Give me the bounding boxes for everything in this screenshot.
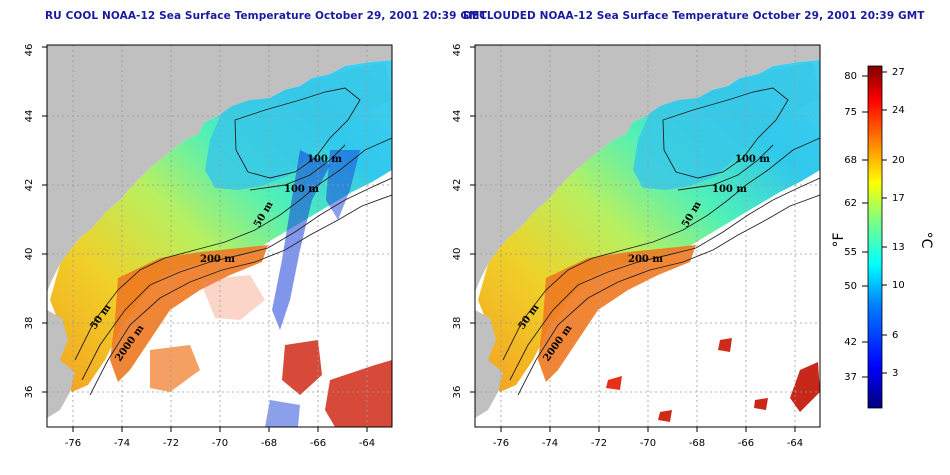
c-tick: 17	[892, 193, 905, 204]
f-tick: 80	[844, 71, 857, 82]
left-lon-tick: -64	[359, 438, 375, 449]
left-lat-tick: 46	[24, 44, 35, 57]
right-lon-tick: -72	[591, 438, 607, 449]
left-bathymetry-contours	[74, 87, 392, 396]
right-lon-tick: -70	[640, 438, 656, 449]
left-lon-tick: -68	[261, 438, 277, 449]
left-grid	[47, 45, 392, 427]
right-lon-tick: -68	[689, 438, 705, 449]
contour-label-100m-a: 100 m	[735, 154, 770, 165]
left-lat-labels: 36 38 40 42 44 46	[24, 44, 35, 399]
left-lat-tick: 42	[24, 179, 35, 192]
right-map: 100 m 100 m 50 m 200 m 50 m 2000 m -76 -…	[452, 44, 821, 449]
right-tick-marks	[470, 46, 796, 432]
left-lon-tick: -70	[212, 438, 228, 449]
f-tick: 55	[844, 247, 857, 258]
contour-label-200m: 200 m	[200, 254, 235, 265]
left-tick-marks	[42, 46, 368, 432]
left-lon-labels: -76 -74 -72 -70 -68 -66 -64	[65, 438, 375, 449]
left-map: 100 m 100 m 50 m 200 m 50 m 2000 m -76 -…	[24, 44, 393, 449]
c-tick: 20	[892, 155, 905, 166]
right-bathymetry-contours	[502, 87, 820, 396]
f-tick: 50	[844, 281, 857, 292]
celsius-labels: 27 24 20 17 13 10 6 3	[892, 67, 905, 379]
right-grid	[475, 45, 820, 427]
right-lat-tick: 36	[452, 386, 463, 399]
celsius-unit-label: °C	[918, 232, 934, 249]
contour-label-100m-b: 100 m	[712, 184, 747, 195]
f-tick: 37	[844, 372, 857, 383]
right-lat-tick: 42	[452, 179, 463, 192]
right-lat-labels: 36 38 40 42 44 46	[452, 44, 463, 399]
c-tick: 10	[892, 280, 905, 291]
f-tick: 68	[844, 155, 857, 166]
left-map-title: RU COOL NOAA-12 Sea Surface Temperature …	[45, 10, 487, 22]
right-lon-tick: -66	[738, 438, 754, 449]
fahrenheit-unit-label: °F	[831, 232, 847, 247]
left-lon-tick: -66	[310, 438, 326, 449]
c-tick: 3	[892, 368, 898, 379]
f-tick: 75	[844, 107, 857, 118]
c-tick: 6	[892, 330, 898, 341]
right-lon-tick: -76	[493, 438, 509, 449]
left-lat-tick: 36	[24, 386, 35, 399]
right-lat-tick: 46	[452, 44, 463, 57]
f-tick: 42	[844, 337, 857, 348]
right-lat-tick: 40	[452, 248, 463, 261]
left-lon-tick: -74	[114, 438, 130, 449]
fahrenheit-labels: 80 75 68 62 55 50 42 37	[844, 71, 857, 383]
left-lon-tick: -76	[65, 438, 81, 449]
right-lat-tick: 38	[452, 317, 463, 330]
c-tick: 27	[892, 67, 905, 78]
left-lat-tick: 38	[24, 317, 35, 330]
left-lat-tick: 44	[24, 110, 35, 123]
c-tick: 24	[892, 105, 905, 116]
right-lon-tick: -74	[542, 438, 558, 449]
contour-label-200m: 200 m	[628, 254, 663, 265]
right-map-title: DECLOUDED NOAA-12 Sea Surface Temperatur…	[463, 10, 925, 22]
f-tick: 62	[844, 198, 857, 209]
left-lat-tick: 40	[24, 248, 35, 261]
right-warm-eddies	[606, 338, 820, 422]
right-lat-tick: 44	[452, 110, 463, 123]
contour-label-100m-a: 100 m	[307, 154, 342, 165]
right-lon-tick: -64	[787, 438, 803, 449]
left-lon-tick: -72	[163, 438, 179, 449]
c-tick: 13	[892, 242, 905, 253]
colorbar-ticks	[862, 71, 887, 378]
colorbar-gradient	[867, 65, 883, 409]
colorbar: 80 75 68 62 55 50 42 37 27 24 20 17 13 1…	[831, 65, 934, 409]
contour-label-100m-b: 100 m	[284, 184, 319, 195]
right-lon-labels: -76 -74 -72 -70 -68 -66 -64	[493, 438, 803, 449]
